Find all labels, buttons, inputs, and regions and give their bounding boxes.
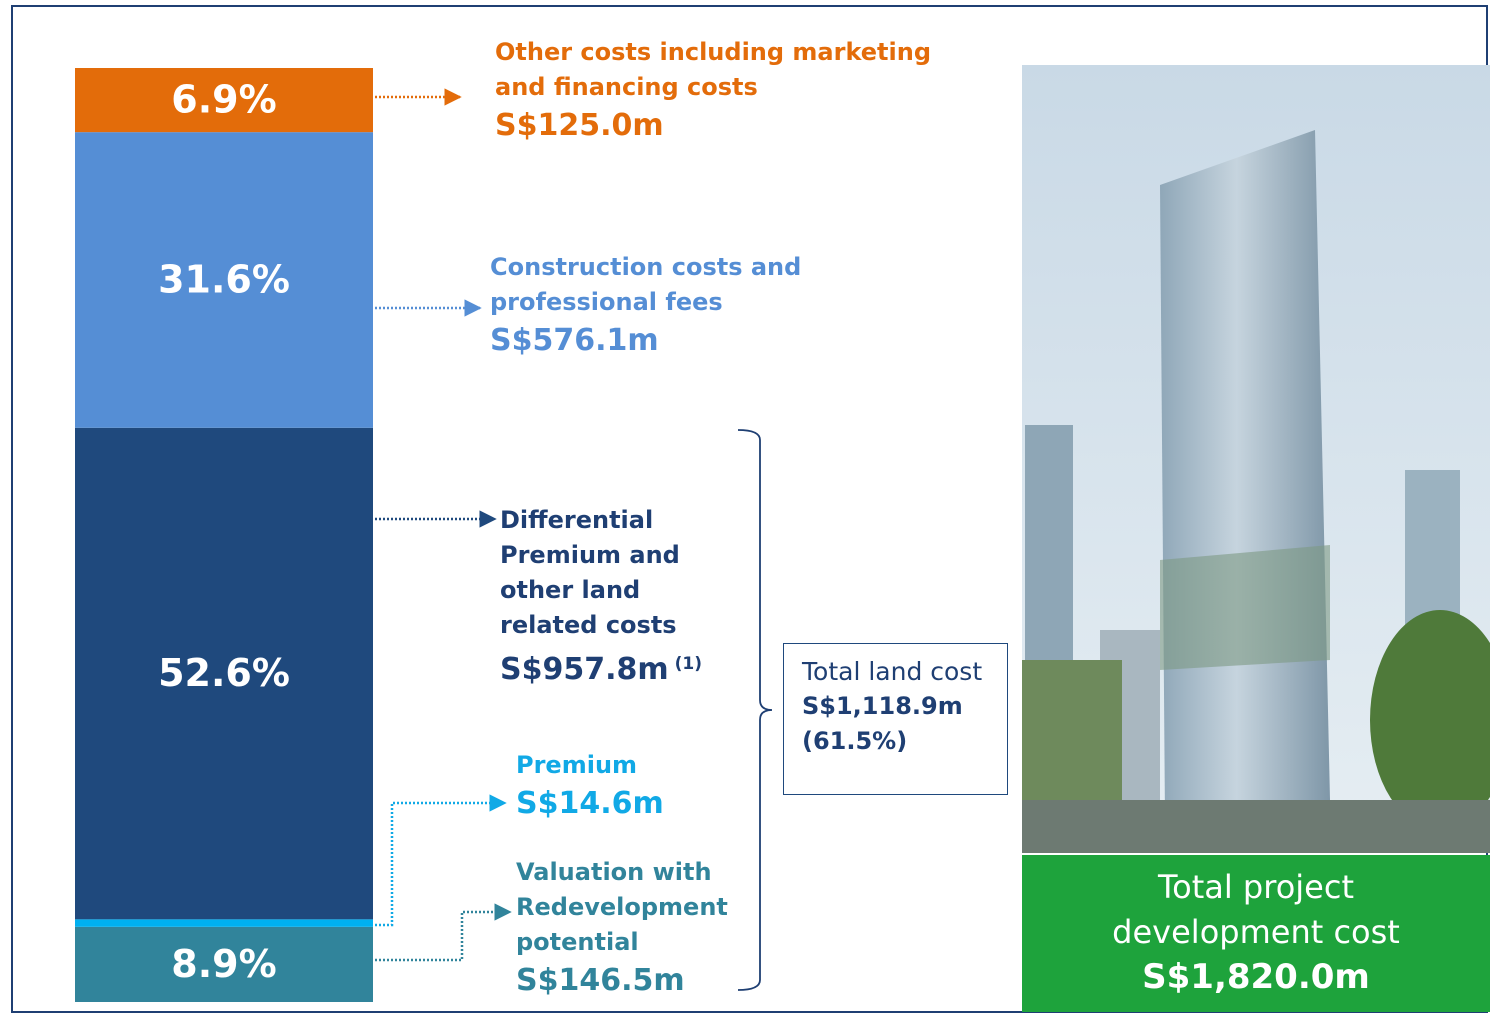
- series-name: Valuation with Redevelopment potential: [516, 858, 728, 956]
- series-amount: S$576.1m: [490, 320, 830, 362]
- series-label: Premium S$14.6m: [516, 748, 756, 825]
- share-label: 52.6%: [158, 651, 290, 695]
- series-amount: S$125.0m: [495, 105, 965, 147]
- total-cost-label: Total project development cost: [1112, 868, 1400, 951]
- share-label: 6.9%: [171, 78, 276, 122]
- series-name: Differential Premium and other land rela…: [500, 506, 680, 639]
- series-name: Other costs including marketing and fina…: [495, 38, 932, 101]
- bar-segment: [75, 926, 373, 1002]
- series-amount: S$146.5m: [516, 960, 756, 1002]
- bar-segment: [75, 132, 373, 428]
- value-label: S$125.0m: [495, 108, 664, 143]
- land-cost-label: Total land cost: [802, 657, 983, 686]
- land-cost-value: S$1,118.9m: [802, 692, 963, 720]
- value-label: S$576.1m: [490, 323, 659, 358]
- series-amount: S$14.6m: [516, 783, 756, 825]
- building-photo: [1022, 65, 1490, 853]
- total-cost-value: S$1,820.0m: [1142, 957, 1370, 997]
- value-label: S$146.5m: [516, 963, 685, 998]
- pointer-arrow: [375, 794, 507, 927]
- total-cost-box: Total project development cost S$1,820.0…: [1022, 855, 1490, 1012]
- value-label: S$957.8m: [500, 652, 669, 687]
- share-label: 31.6%: [158, 257, 290, 301]
- share-label: 8.9%: [171, 942, 276, 986]
- series-name: Construction costs and professional fees: [490, 253, 802, 316]
- land-cost-box: Total land cost S$1,118.9m (61.5%): [783, 643, 1008, 795]
- series-label: Other costs including marketing and fina…: [495, 35, 965, 147]
- series-label: Differential Premium and other land rela…: [500, 503, 725, 691]
- footnote: (1): [674, 654, 703, 674]
- series-name: Premium: [516, 751, 638, 779]
- value-label: S$14.6m: [516, 786, 664, 821]
- bar-segment: [75, 919, 373, 927]
- series-label: Valuation with Redevelopment potential S$…: [516, 855, 756, 1002]
- series-label: Construction costs and professional fees…: [490, 250, 830, 362]
- pointer-arrow: [375, 903, 512, 962]
- bar-segment: [75, 427, 373, 920]
- land-bracket: [737, 429, 773, 991]
- land-cost-share: (61.5%): [802, 727, 908, 755]
- series-amount: S$957.8m (1): [500, 643, 725, 691]
- bar-segment: [75, 68, 373, 133]
